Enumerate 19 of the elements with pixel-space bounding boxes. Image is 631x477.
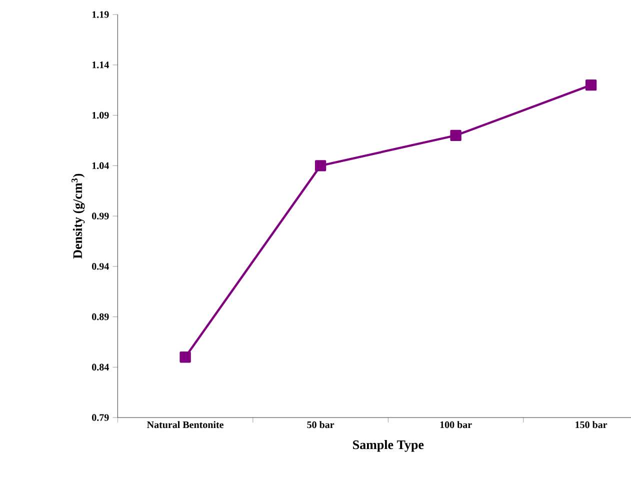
- point: [180, 352, 191, 363]
- y-tick-label: 1.14: [92, 62, 109, 68]
- y-tick-label: 1.19: [92, 11, 109, 18]
- x-tick-label: Natural Bentonite: [147, 421, 224, 428]
- y-tick-label: 0.79: [92, 414, 109, 421]
- y-tick-label: 0.84: [92, 364, 109, 371]
- y-tick-label: 0.89: [92, 313, 109, 320]
- x-axis-title: Sample Type: [353, 440, 424, 452]
- point: [314, 160, 326, 172]
- y-tick-label: 0.99: [92, 212, 109, 220]
- x-tick-label: 150 bar: [576, 421, 608, 428]
- y-axis-title: Density (g/cm$^{3}$): [72, 174, 85, 259]
- y-tick-label: 1.04: [92, 162, 109, 170]
- point: [585, 79, 597, 91]
- x-tick-label: 100 bar: [440, 421, 472, 428]
- point: [450, 130, 462, 142]
- y-tick-label: 1.09: [92, 112, 109, 119]
- y-tick-label: 0.94: [92, 263, 109, 270]
- x-tick-label: 50 bar: [307, 421, 334, 428]
